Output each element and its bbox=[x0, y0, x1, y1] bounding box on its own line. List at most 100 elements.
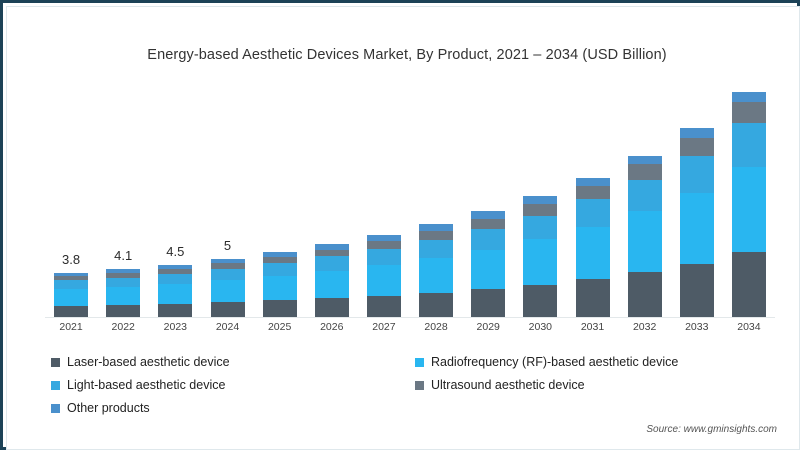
stacked-bar[interactable] bbox=[366, 234, 401, 317]
x-tick-label: 2026 bbox=[320, 321, 344, 333]
x-tick-label: 2032 bbox=[632, 321, 657, 333]
source-attribution: Source: www.gminsights.com bbox=[646, 424, 777, 435]
bar-column bbox=[45, 272, 97, 317]
bar-segment bbox=[627, 271, 662, 317]
legend-item[interactable]: Other products bbox=[51, 398, 150, 418]
bar-segment bbox=[471, 211, 506, 219]
bar-segment bbox=[314, 249, 349, 257]
bar-segment bbox=[575, 278, 610, 317]
bar-segment bbox=[679, 138, 714, 156]
bar-segment bbox=[627, 164, 662, 180]
bar-column bbox=[567, 177, 619, 317]
stacked-bar[interactable] bbox=[210, 259, 245, 317]
x-tick-label: 2028 bbox=[424, 321, 448, 333]
legend-swatch bbox=[51, 403, 60, 413]
stacked-bar[interactable] bbox=[106, 269, 141, 317]
bar-column bbox=[671, 127, 723, 317]
bar-value-label: 3.8 bbox=[62, 251, 81, 267]
bar-segment bbox=[106, 277, 141, 287]
legend-item[interactable]: Ultrasound aesthetic device bbox=[415, 375, 585, 395]
bar-segment bbox=[210, 259, 245, 264]
bar-segment bbox=[575, 199, 610, 227]
bar-segment bbox=[158, 273, 193, 284]
x-axis-line bbox=[45, 317, 775, 318]
legend-item[interactable]: Laser-based aesthetic device bbox=[51, 352, 230, 372]
bar-segment bbox=[366, 240, 401, 249]
bar-column bbox=[202, 259, 254, 317]
bar-segment bbox=[314, 243, 349, 250]
legend-item[interactable]: Light-based aesthetic device bbox=[51, 375, 225, 395]
legend-label: Laser-based aesthetic device bbox=[67, 355, 230, 369]
bar-segment bbox=[366, 264, 401, 296]
bar-column bbox=[358, 234, 410, 317]
bar-segment bbox=[679, 263, 714, 317]
stacked-bar[interactable] bbox=[575, 177, 610, 317]
bar-segment bbox=[106, 304, 141, 317]
bar-segment bbox=[54, 280, 89, 290]
bar-column bbox=[254, 252, 306, 317]
bar-segment bbox=[158, 283, 193, 304]
bar-segment bbox=[314, 297, 349, 317]
bar-segment bbox=[419, 257, 454, 293]
bar-segment bbox=[262, 252, 297, 258]
x-tick-label: 2030 bbox=[528, 321, 553, 333]
bar-segment bbox=[471, 249, 506, 290]
plot-area: 3.8 4.1 4.5 5 bbox=[45, 85, 775, 317]
bar-segment bbox=[731, 167, 766, 253]
bar-segment bbox=[262, 275, 297, 301]
stacked-bar[interactable] bbox=[158, 264, 193, 317]
bar-segment bbox=[419, 239, 454, 258]
bar-segment bbox=[731, 252, 766, 317]
bar-segment bbox=[262, 257, 297, 264]
legend-label: Radiofrequency (RF)-based aesthetic devi… bbox=[431, 355, 679, 369]
legend-label: Ultrasound aesthetic device bbox=[431, 378, 585, 392]
stacked-bar[interactable] bbox=[679, 127, 714, 317]
x-tick-label: 2029 bbox=[476, 321, 500, 333]
stacked-bar[interactable] bbox=[314, 243, 349, 317]
bar-segment bbox=[158, 303, 193, 317]
chart-canvas: Energy-based Aesthetic Devices Market, B… bbox=[6, 6, 800, 450]
x-axis-labels: 2021 2022 2023 2024 2025 2026 2027 2028 2029 2030… bbox=[45, 321, 775, 339]
bar-segment bbox=[158, 268, 193, 274]
stacked-bar[interactable] bbox=[523, 196, 558, 317]
bar-segment bbox=[627, 211, 662, 272]
x-tick-label: 2034 bbox=[737, 321, 761, 333]
bar-segment bbox=[419, 292, 454, 317]
x-tick-label: 2024 bbox=[215, 321, 240, 333]
bar-value-label: 5 bbox=[223, 238, 232, 253]
bar-segment bbox=[366, 248, 401, 265]
stacked-bar[interactable] bbox=[54, 272, 89, 317]
legend-item[interactable]: Radiofrequency (RF)-based aesthetic devi… bbox=[415, 352, 678, 372]
bar-segment bbox=[54, 272, 89, 277]
x-tick-label: 2025 bbox=[267, 321, 292, 333]
bar-segment bbox=[627, 179, 662, 212]
bar-segment bbox=[314, 256, 349, 271]
bar-segment bbox=[158, 264, 193, 269]
stacked-bar[interactable] bbox=[471, 211, 506, 317]
bar-column bbox=[410, 224, 462, 317]
stacked-bar[interactable] bbox=[262, 252, 297, 317]
bar-segment bbox=[575, 226, 610, 279]
bar-segment bbox=[106, 269, 141, 274]
bar-column bbox=[514, 196, 566, 317]
stacked-bar[interactable] bbox=[627, 155, 662, 317]
stacked-bar[interactable] bbox=[419, 224, 454, 317]
stacked-bar[interactable] bbox=[731, 91, 766, 317]
bar-column bbox=[619, 155, 671, 317]
x-tick-label: 2027 bbox=[372, 321, 396, 333]
bar-segment bbox=[366, 234, 401, 241]
x-tick-label: 2023 bbox=[163, 321, 188, 333]
bar-segment bbox=[679, 155, 714, 193]
legend-swatch bbox=[415, 380, 424, 390]
bar-segment bbox=[262, 263, 297, 276]
bar-segment bbox=[679, 127, 714, 139]
bar-segment bbox=[210, 268, 245, 280]
chart-title: Energy-based Aesthetic Devices Market, B… bbox=[147, 47, 667, 63]
bar-segment bbox=[523, 204, 558, 216]
x-tick-label: 2033 bbox=[685, 321, 709, 333]
bar-segment bbox=[731, 91, 766, 103]
bar-segment bbox=[627, 155, 662, 165]
bar-segment bbox=[106, 286, 141, 305]
bar-segment bbox=[419, 230, 454, 240]
x-tick-label: 2022 bbox=[111, 321, 135, 333]
